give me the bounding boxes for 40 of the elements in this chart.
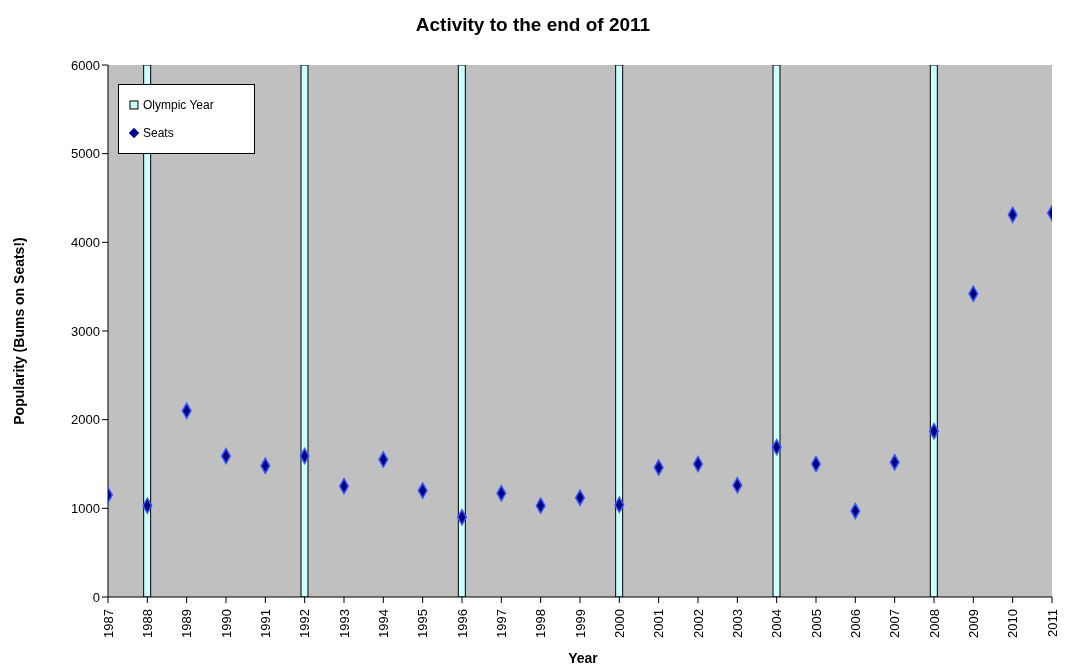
x-tick-label: 1999 <box>572 609 588 638</box>
point <box>456 509 468 526</box>
y-tick-label: 6000 <box>71 57 100 73</box>
x-tick-label: 1998 <box>533 609 549 638</box>
x-tick-label: 1995 <box>415 609 431 638</box>
x-tick-label: 2011 <box>1044 609 1060 637</box>
x-tick-label: 1992 <box>297 609 313 638</box>
legend-label: Seats <box>143 126 174 140</box>
x-tick-label: 1993 <box>336 609 352 638</box>
y-tick-label: 5000 <box>71 146 100 162</box>
x-tick-label: 2009 <box>965 609 981 638</box>
x-tick-label: 2006 <box>847 609 863 638</box>
x-tick-label: 1990 <box>218 609 234 638</box>
x-tick-label: 2004 <box>769 609 785 638</box>
x-tick-label: 2001 <box>651 609 667 638</box>
point <box>928 423 940 440</box>
x-tick-label: 2003 <box>729 609 745 638</box>
x-tick-label: 2008 <box>926 609 942 638</box>
y-tick-label: 4000 <box>71 234 100 250</box>
y-tick-label: 0 <box>92 589 100 605</box>
x-tick-label: 1996 <box>454 609 470 638</box>
y-tick-label: 1000 <box>71 500 100 516</box>
x-tick-label: 1994 <box>375 609 391 638</box>
point <box>574 489 586 506</box>
x-tick-label: 2002 <box>690 609 706 638</box>
x-axis-title: Year <box>567 650 599 666</box>
y-tick-label: 3000 <box>71 323 100 339</box>
x-tick-label: 1988 <box>139 609 155 638</box>
chart-title: Activity to the end of 2011 <box>414 14 652 36</box>
x-tick-label: 2000 <box>611 609 627 638</box>
x-tick-label: 2010 <box>1005 609 1021 638</box>
legend-label: Olympic Year <box>143 98 214 112</box>
x-tick-label: 2007 <box>887 609 903 638</box>
x-tick-label: 1989 <box>179 609 195 638</box>
x-tick-label: 1987 <box>100 609 116 638</box>
y-axis-title: Popularity (Bums on Seats!) <box>11 237 27 425</box>
x-tick-label: 1997 <box>493 609 509 638</box>
x-tick-label: 1991 <box>257 609 273 638</box>
y-tick-label: 2000 <box>71 412 100 428</box>
x-tick-label: 2005 <box>808 609 824 638</box>
